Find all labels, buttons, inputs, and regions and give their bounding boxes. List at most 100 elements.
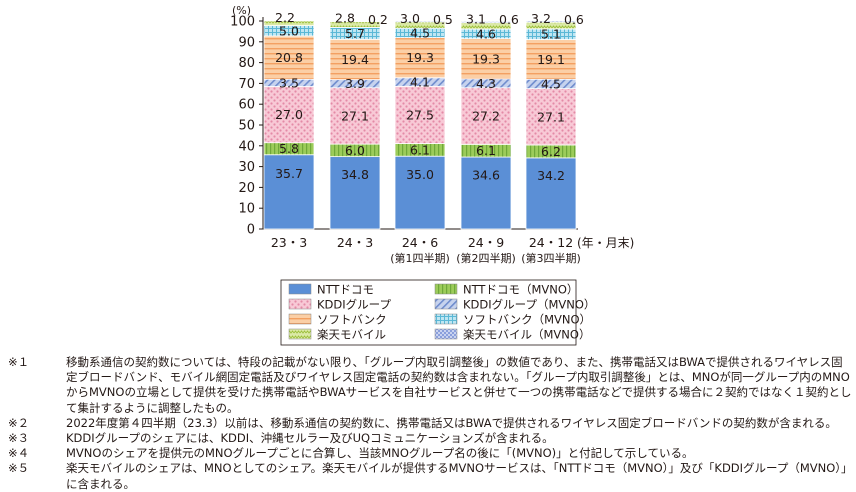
data-label: 5.7 <box>345 26 365 41</box>
bar-segment <box>525 39 577 80</box>
bar-segment <box>394 37 446 79</box>
data-label: 4.6 <box>476 26 496 41</box>
footnote-5: ※５ 楽天モバイルのシェアは、MNOとしてのシェア。楽天モバイルが提供するMVNO… <box>8 461 853 491</box>
legend-frame <box>280 279 577 346</box>
data-label: 4.1 <box>410 75 430 90</box>
legend-swatch <box>434 328 458 340</box>
y-tick-label: 80 <box>238 56 255 71</box>
footnote-mark: ※３ <box>8 431 30 446</box>
footnote-mark: ※４ <box>8 446 30 461</box>
data-label: 5.0 <box>279 23 299 38</box>
data-label: 3.2 <box>531 11 551 26</box>
bar-segment <box>263 86 315 144</box>
legend-label: 楽天モバイル <box>317 328 386 342</box>
legend-label: NTTドコモ（MVNO） <box>463 283 578 297</box>
stacked-bar-chart: 0 10 20 30 40 50 60 70 80 90 100(%) 23・3 24・3 24・6(第1… <box>230 4 634 346</box>
data-label: 5.8 <box>279 141 299 156</box>
legend-label: KDDIグループ（MVNO） <box>463 298 595 312</box>
legend-label: NTTドコモ <box>317 283 374 297</box>
data-label: 6.0 <box>345 143 365 158</box>
data-label: 4.5 <box>541 76 561 91</box>
bar-segment <box>329 20 381 23</box>
data-label: 3.0 <box>400 11 420 26</box>
y-tick-label: 40 <box>238 139 255 154</box>
data-label: 27.0 <box>275 107 303 122</box>
footnote-1: ※１ 移動系通信の契約数については、特段の記載がない限り、「グループ内取引調整後」… <box>8 355 853 416</box>
x-tick-sublabel: (第3四半期) <box>521 251 581 265</box>
footnote-text: 移動系通信の契約数については、特段の記載がない限り、「グループ内取引調整後」の数… <box>66 355 852 415</box>
legend-label: 楽天モバイル（MVNO） <box>463 328 590 342</box>
footnote-mark: ※２ <box>8 415 30 430</box>
bar-segment <box>460 87 512 145</box>
y-tick-label: 90 <box>238 35 255 50</box>
y-tick-label: 10 <box>238 202 255 217</box>
data-label: 0.6 <box>564 12 584 27</box>
legend-label: ソフトバンク <box>317 313 387 327</box>
footnote-mark: ※１ <box>8 355 30 369</box>
bar-segment <box>263 154 315 230</box>
legend-label: ソフトバンク（MVNO） <box>463 313 591 327</box>
data-label: 34.2 <box>537 168 565 183</box>
footnote-text: MVNOのシェアを提供元のMNOグループごとに合算し、当該MNOグループ名の後に… <box>66 446 694 461</box>
data-label: 5.1 <box>541 27 561 42</box>
footnotes: ※１ 移動系通信の契約数については、特段の記載がない限り、「グループ内取引調整後」… <box>8 355 853 492</box>
legend-swatch <box>434 298 458 310</box>
legend-swatch <box>288 298 312 310</box>
data-label: 6.1 <box>476 143 496 158</box>
data-label: 4.5 <box>410 25 430 40</box>
y-unit-label: (%) <box>232 4 251 17</box>
y-tick-label: 0 <box>247 223 255 238</box>
y-tick-label: 100 <box>230 15 255 30</box>
data-label: 35.7 <box>275 166 303 181</box>
data-label: 3.1 <box>466 12 486 27</box>
data-label: 2.2 <box>275 10 295 25</box>
data-label: 19.3 <box>472 51 500 66</box>
bar-segment <box>525 20 577 23</box>
x-tick-label: 23・3 <box>271 235 307 250</box>
data-label: 0.6 <box>499 12 519 27</box>
footnote-4: ※４ MVNOのシェアを提供元のMNOグループごとに合算し、当該MNOグループ名の… <box>8 446 853 461</box>
bar-segment <box>394 155 446 230</box>
data-label: 27.2 <box>472 109 500 124</box>
legend-swatch <box>288 313 312 325</box>
legend-swatch <box>288 328 312 340</box>
y-tick-label: 30 <box>238 160 255 175</box>
data-label: 19.3 <box>406 50 434 65</box>
data-label: 0.2 <box>368 12 388 27</box>
data-label: 6.1 <box>410 142 430 157</box>
data-label: 4.3 <box>476 76 496 91</box>
x-tick-label: 24・6 <box>402 235 438 250</box>
x-tick-sublabel: (第2四半期) <box>456 251 516 265</box>
bar-segment <box>525 88 577 146</box>
data-label: 27.5 <box>406 107 434 122</box>
legend-swatch <box>288 283 312 295</box>
data-label: 34.6 <box>472 168 500 183</box>
bar-segment <box>263 20 315 26</box>
data-label: 3.5 <box>279 75 299 90</box>
x-tick-sublabel: (第1四半期) <box>390 251 450 265</box>
bar-segment <box>460 21 512 24</box>
bar-segment <box>263 35 315 80</box>
data-label: 20.8 <box>275 50 303 65</box>
bar-segment <box>329 38 381 81</box>
data-label: 0.5 <box>433 12 453 27</box>
footnote-text: KDDIグループのシェアには、KDDI、沖縄セルラー及びUQコミュニケーションズ… <box>66 431 554 446</box>
data-label: 6.2 <box>541 144 561 159</box>
x-tick-label: 24・9 <box>468 235 504 250</box>
chart-legend: NTTドコモ NTTドコモ（MVNO） KDDIグループ KDDIグループ（MVNO）… <box>280 279 595 346</box>
y-tick-label: 60 <box>238 98 255 113</box>
data-label: 19.4 <box>341 52 369 67</box>
data-label: 2.8 <box>335 11 355 26</box>
data-label: 19.1 <box>537 52 565 67</box>
bar-segment <box>329 156 381 230</box>
bar-segment <box>460 156 512 230</box>
footnote-3: ※３ KDDIグループのシェアには、KDDI、沖縄セルラー及びUQコミュニケーショ… <box>8 431 853 446</box>
data-label: 34.8 <box>341 167 369 182</box>
footnote-text: 楽天モバイルのシェアは、MNOとしてのシェア。楽天モバイルが提供するMVNOサー… <box>66 461 853 491</box>
bar-segment <box>394 85 446 144</box>
x-unit-label: (年・月末) <box>577 236 634 250</box>
data-label: 27.1 <box>341 108 369 123</box>
data-label: 3.9 <box>345 76 365 91</box>
bar-segment <box>394 20 446 23</box>
data-label: 27.1 <box>537 109 565 124</box>
